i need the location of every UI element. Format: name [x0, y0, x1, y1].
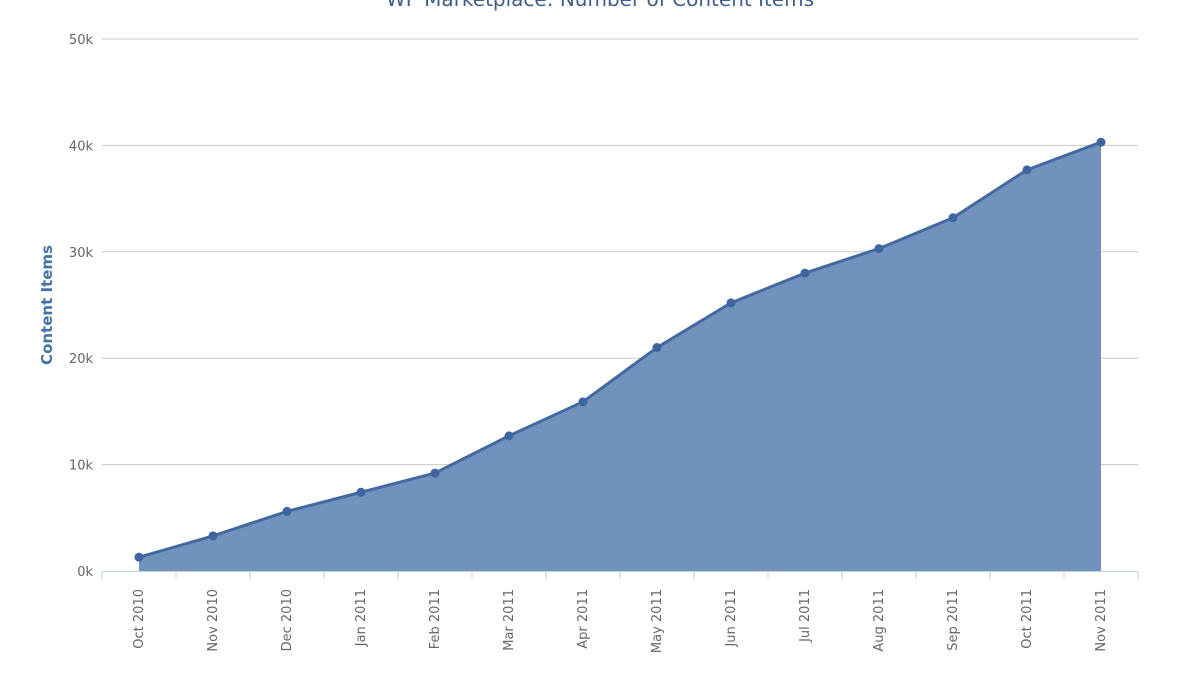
- y-axis-title: Content Items: [38, 245, 56, 365]
- area-fill: [139, 142, 1101, 571]
- data-point[interactable]: [430, 468, 440, 478]
- data-point[interactable]: [208, 531, 218, 541]
- data-point[interactable]: [652, 343, 662, 353]
- y-tick-label: 40k: [69, 139, 94, 154]
- x-tick-label: Feb 2011: [428, 589, 443, 649]
- area-series: [138, 140, 1102, 571]
- x-tick-label: Oct 2010: [132, 589, 147, 649]
- y-tick-label: 0k: [77, 565, 93, 580]
- x-axis-ticks: Oct 2010 Nov 2010 Dec 2010 Jan 2011 Feb 2011…: [132, 589, 1109, 653]
- y-tick-label: 20k: [69, 352, 94, 367]
- data-point[interactable]: [800, 268, 810, 278]
- x-tick-label: Jan 2011: [354, 589, 369, 647]
- y-axis-ticks: 0k 10k 20k 30k 40k 50k: [69, 33, 94, 580]
- y-tick-label: 10k: [69, 459, 94, 474]
- data-point[interactable]: [948, 213, 958, 223]
- data-point[interactable]: [1096, 137, 1106, 147]
- series-line: [138, 140, 1102, 559]
- x-tick-label: Nov 2011: [1094, 589, 1109, 652]
- data-point[interactable]: [356, 487, 366, 497]
- x-tick-label: Jun 2011: [724, 589, 739, 648]
- data-point[interactable]: [1022, 165, 1032, 175]
- data-point[interactable]: [726, 298, 736, 308]
- y-tick-label: 30k: [69, 246, 94, 261]
- x-tick-label: Oct 2011: [1020, 589, 1035, 649]
- x-tick-label: Mar 2011: [502, 589, 517, 651]
- x-tick-label: Jul 2011: [798, 589, 813, 643]
- chart-title: WP Marketplace: Number of Content Items: [386, 0, 814, 11]
- data-markers: [134, 137, 1106, 562]
- x-tick-label: Sep 2011: [946, 589, 961, 651]
- data-point[interactable]: [282, 506, 292, 516]
- data-point[interactable]: [874, 244, 884, 254]
- data-point[interactable]: [578, 397, 588, 407]
- x-tick-label: Nov 2010: [206, 589, 221, 652]
- data-point[interactable]: [134, 552, 144, 562]
- x-tick-label: Dec 2010: [280, 589, 295, 651]
- x-axis: [101, 571, 1139, 579]
- x-tick-label: Aug 2011: [872, 589, 887, 652]
- y-tick-label: 50k: [69, 33, 94, 48]
- x-tick-label: May 2011: [650, 589, 665, 653]
- data-point[interactable]: [504, 431, 514, 441]
- x-tick-label: Apr 2011: [576, 589, 591, 649]
